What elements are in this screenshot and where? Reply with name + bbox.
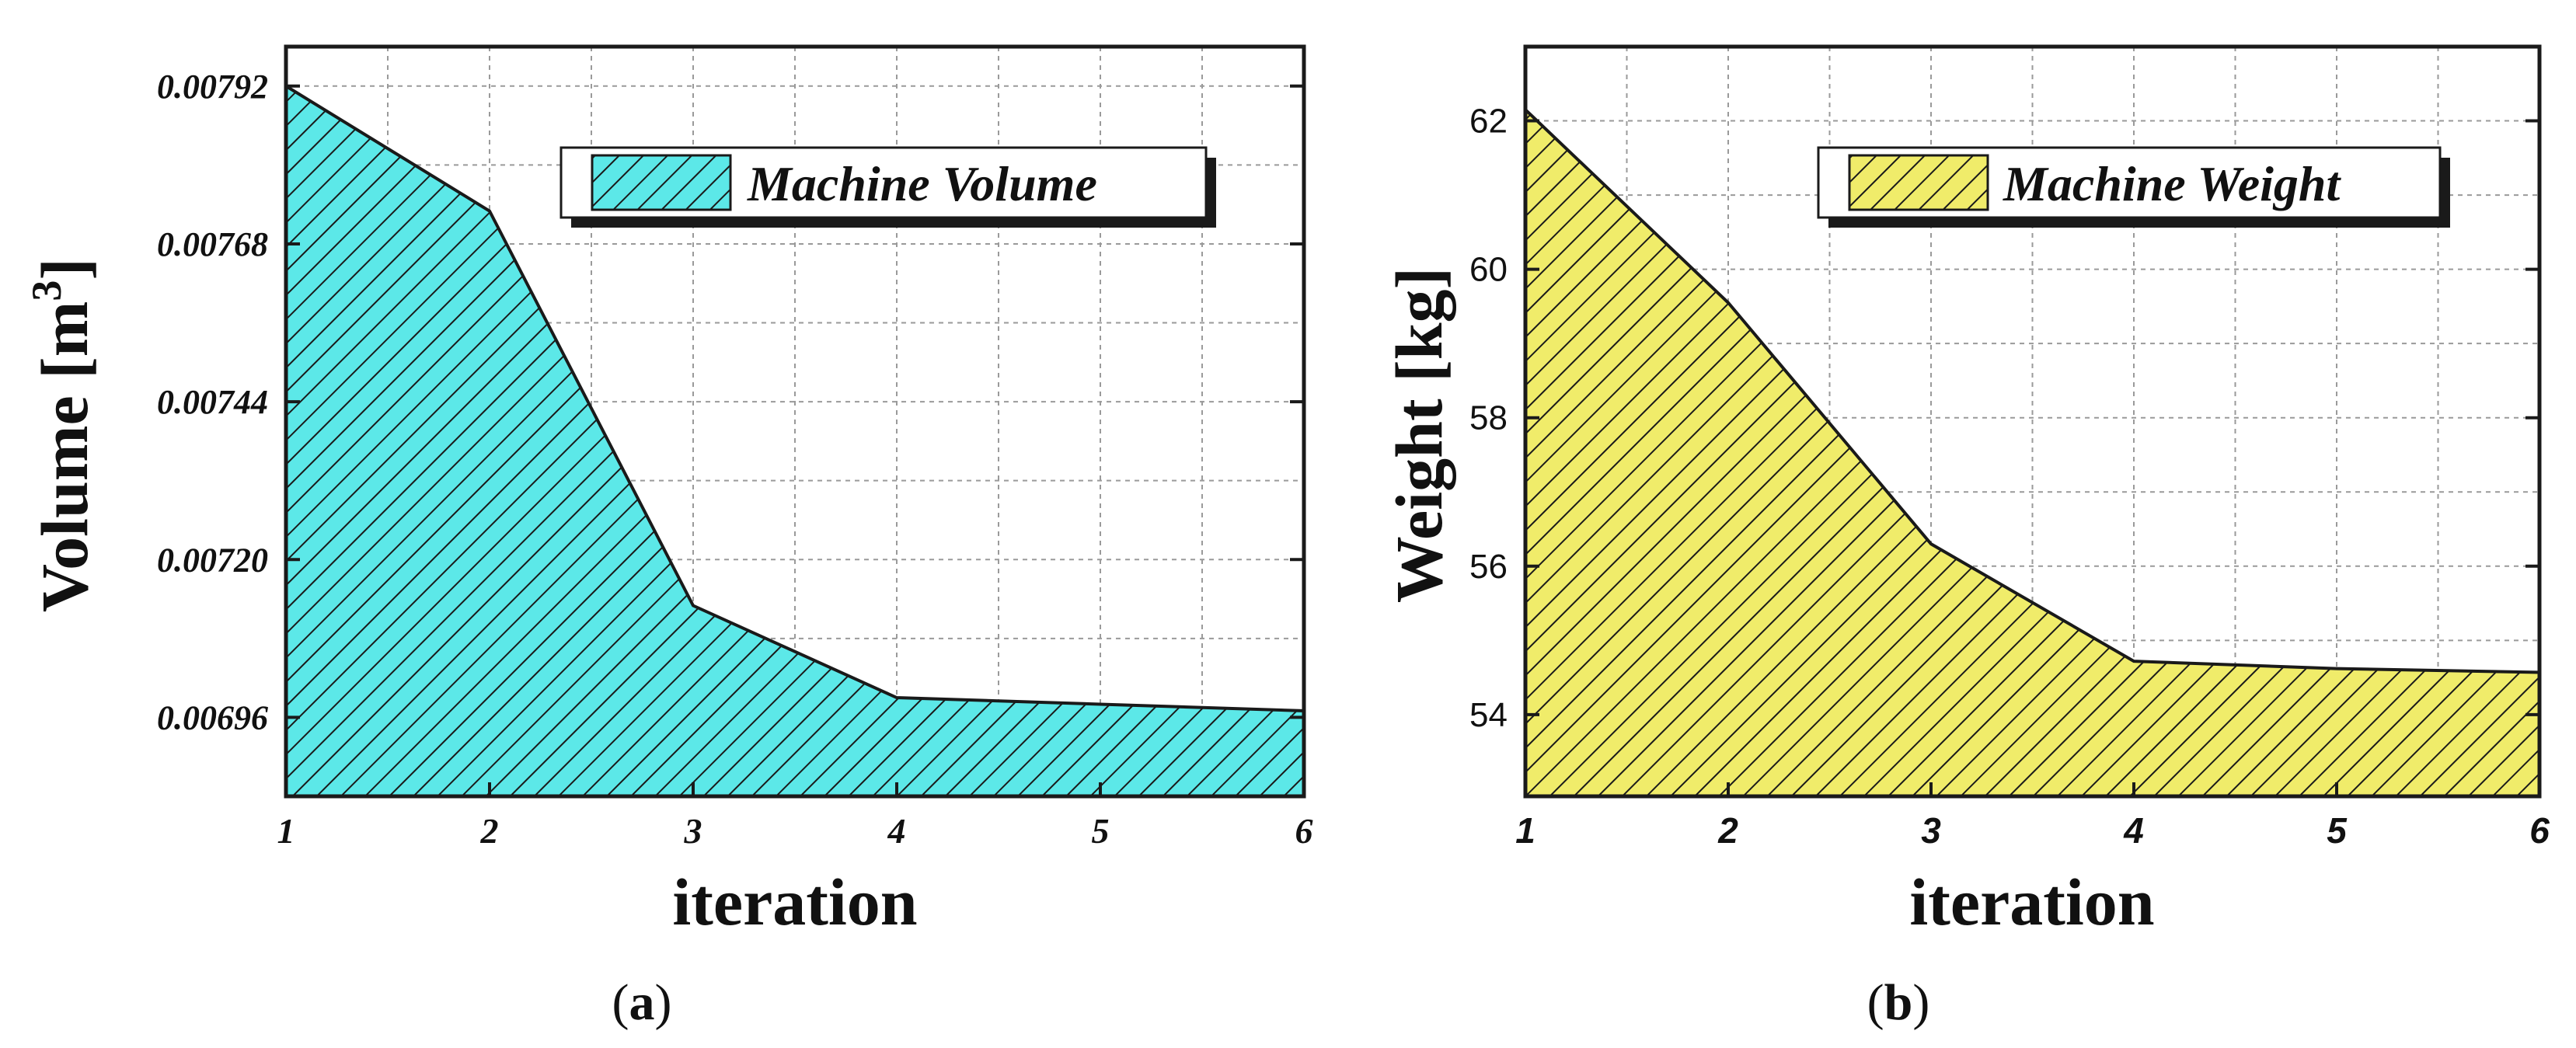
weight-y-tick-label: 54 bbox=[1469, 696, 1508, 734]
weight-x-tick-label: 1 bbox=[1515, 810, 1535, 851]
weight-caption-close: ) bbox=[1912, 974, 1929, 1031]
weight-legend-swatch bbox=[1848, 154, 1989, 211]
volume-plot-frame bbox=[284, 44, 1306, 799]
volume-legend: Machine Volume bbox=[559, 146, 1216, 228]
weight-x-axis-title: iteration bbox=[1909, 865, 2154, 939]
volume-y-tick-label: 0.00720 bbox=[157, 541, 268, 579]
weight-x-tick-label: 5 bbox=[2327, 810, 2348, 851]
weight-x-tick-label: 6 bbox=[2529, 810, 2550, 851]
volume-y-axis-title: Volume [m3] bbox=[23, 258, 102, 612]
volume-caption-close: ) bbox=[655, 974, 672, 1031]
weight-y-tick-label: 60 bbox=[1469, 251, 1508, 289]
volume-chart: 0.00792 0.00768 0.00744 0.00720 0.00696 1 2 3 4… bbox=[23, 44, 1313, 1031]
volume-caption: (a) bbox=[612, 974, 672, 1031]
volume-y-tick-label: 0.00744 bbox=[157, 383, 268, 421]
volume-caption-letter: a bbox=[629, 974, 655, 1031]
weight-x-tick-label: 4 bbox=[2123, 810, 2144, 851]
volume-y-axis-title-main: Volume [m bbox=[27, 301, 102, 613]
volume-y-axis-title-sup: 3 bbox=[23, 280, 70, 301]
weight-plot-frame bbox=[1523, 44, 2542, 799]
volume-x-axis-title: iteration bbox=[672, 865, 917, 939]
volume-x-tick-label: 2 bbox=[480, 811, 499, 851]
weight-y-tick-label: 56 bbox=[1469, 548, 1508, 586]
volume-legend-label: Machine Volume bbox=[747, 156, 1097, 211]
weight-y-tick-label: 62 bbox=[1469, 103, 1508, 141]
weight-legend: Machine Weight bbox=[1817, 146, 2450, 228]
volume-y-tick-label: 0.00792 bbox=[157, 68, 268, 106]
volume-caption-open: ( bbox=[612, 974, 629, 1031]
weight-caption: (b) bbox=[1867, 974, 1930, 1031]
volume-x-tick-label: 5 bbox=[1092, 811, 1110, 851]
volume-x-tick-label: 1 bbox=[277, 811, 295, 851]
volume-y-ticks: 0.00792 0.00768 0.00744 0.00720 0.00696 bbox=[157, 68, 1304, 736]
volume-y-axis-title-suffix: ] bbox=[27, 258, 102, 280]
volume-legend-swatch bbox=[591, 154, 732, 211]
volume-x-tick-label: 4 bbox=[887, 811, 906, 851]
volume-x-tick-label: 3 bbox=[684, 811, 702, 851]
volume-y-tick-label: 0.00696 bbox=[157, 698, 268, 736]
weight-x-tick-label: 3 bbox=[1921, 810, 1941, 851]
weight-caption-letter: b bbox=[1884, 974, 1913, 1031]
volume-y-tick-label: 0.00768 bbox=[157, 225, 268, 263]
weight-y-ticks: 62 60 58 56 54 bbox=[1469, 103, 2539, 734]
weight-x-ticks: 1 2 3 4 5 6 bbox=[1515, 782, 2550, 851]
weight-caption-open: ( bbox=[1867, 974, 1884, 1031]
weight-x-tick-label: 2 bbox=[1717, 810, 1738, 851]
weight-y-axis-title: Weight [kg] bbox=[1382, 267, 1456, 603]
weight-legend-label: Machine Weight bbox=[2003, 156, 2341, 211]
weight-y-tick-label: 58 bbox=[1469, 399, 1508, 437]
volume-x-tick-label: 6 bbox=[1295, 811, 1313, 851]
volume-x-ticks: 1 2 3 4 5 6 bbox=[277, 782, 1313, 851]
